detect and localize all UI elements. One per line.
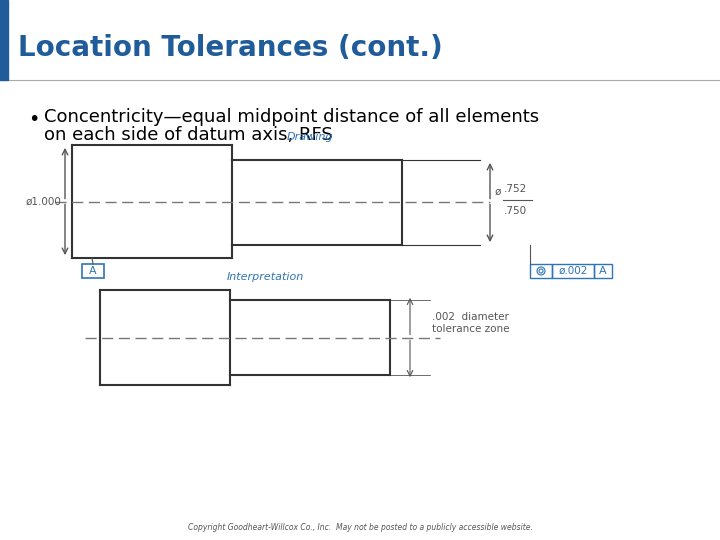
Text: Concentricity—equal midpoint distance of all elements: Concentricity—equal midpoint distance of… (44, 108, 539, 126)
Text: .750: .750 (504, 206, 527, 217)
Text: on each side of datum axis, RFS: on each side of datum axis, RFS (44, 126, 333, 144)
Bar (530, 264, 552, 278)
Text: ø.002: ø.002 (558, 266, 588, 276)
Text: tolerance zone: tolerance zone (432, 325, 510, 334)
Text: A: A (89, 266, 96, 276)
Text: ø: ø (495, 186, 501, 197)
Text: .002  diameter: .002 diameter (432, 313, 509, 322)
Text: •: • (28, 110, 40, 129)
Text: Location Tolerances (cont.): Location Tolerances (cont.) (18, 34, 443, 62)
Bar (82, 264, 104, 278)
Text: Copyright Goodheart-Willcox Co., Inc.  May not be posted to a publicly accessibl: Copyright Goodheart-Willcox Co., Inc. Ma… (188, 523, 532, 532)
Text: ø1.000: ø1.000 (25, 197, 61, 206)
Text: Interpretation: Interpretation (226, 272, 304, 282)
Text: .752: .752 (504, 185, 527, 194)
Text: Drawing: Drawing (287, 132, 333, 142)
Bar (552, 264, 594, 278)
Bar (594, 264, 612, 278)
Text: A: A (599, 266, 607, 276)
Bar (0, 0, 8, 80)
